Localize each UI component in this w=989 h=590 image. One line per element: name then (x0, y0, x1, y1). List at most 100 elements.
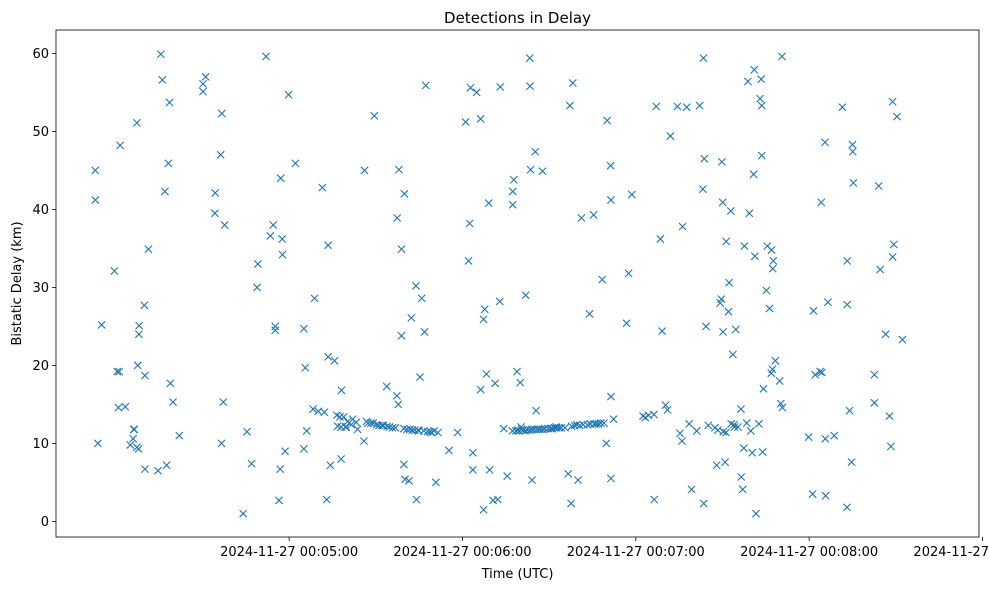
data-point (397, 245, 406, 254)
data-point (116, 141, 125, 150)
data-point (400, 189, 409, 198)
x-tick-label: 2024-11-27 00:06:00 (393, 545, 531, 560)
data-point (276, 174, 285, 183)
data-point (324, 352, 333, 361)
x-tick-label: 2024-11-27 00:05:00 (220, 545, 358, 560)
data-point (771, 356, 780, 365)
data-point (164, 159, 173, 168)
data-point (606, 161, 615, 170)
data-point (778, 403, 787, 412)
data-point (175, 431, 184, 440)
x-tick-label: 2024-11-27 00:07:00 (567, 545, 705, 560)
data-point (509, 175, 518, 184)
data-point (217, 439, 226, 448)
data-point (572, 420, 581, 429)
data-point (811, 370, 820, 379)
data-point (320, 408, 329, 417)
data-point (817, 368, 826, 377)
data-point (353, 425, 362, 434)
data-point (114, 403, 123, 412)
data-point (199, 79, 208, 88)
data-point (627, 190, 636, 199)
data-point (538, 167, 547, 176)
data-point (682, 103, 691, 112)
data-point (731, 325, 740, 334)
data-point (121, 402, 130, 411)
data-point (476, 385, 485, 394)
data-point (370, 111, 379, 120)
data-point (169, 398, 177, 407)
data-point (716, 299, 725, 307)
data-point (508, 187, 517, 196)
data-point (431, 478, 440, 487)
data-point (692, 426, 701, 435)
data-point (284, 90, 293, 99)
data-point (405, 476, 414, 485)
data-point (421, 81, 430, 90)
data-point (482, 369, 491, 378)
data-point (758, 447, 767, 456)
data-point (817, 198, 826, 207)
data-point (823, 298, 832, 307)
data-point (337, 455, 346, 463)
data-point (567, 499, 576, 508)
data-point (199, 87, 208, 96)
x-tick-label: 2024-11-27 00:09:00 (913, 545, 989, 560)
data-point (564, 469, 573, 478)
data-point (468, 448, 477, 457)
data-point (700, 154, 709, 163)
data-point (134, 444, 143, 453)
data-point (466, 83, 475, 92)
data-point (656, 235, 665, 244)
data-point (775, 377, 784, 385)
data-point (532, 406, 541, 415)
data-point (397, 331, 406, 340)
data-point (750, 252, 759, 261)
data-point (91, 166, 100, 175)
data-point (291, 159, 300, 168)
data-point (271, 322, 280, 331)
data-point (253, 283, 262, 292)
data-point (725, 278, 734, 287)
data-point (713, 426, 722, 435)
data-point (848, 140, 857, 149)
data-point (606, 392, 615, 401)
data-point (719, 427, 728, 436)
data-point (309, 405, 318, 414)
data-point (310, 294, 319, 303)
data-point (129, 425, 138, 434)
data-point (886, 442, 895, 451)
y-tick-label: 10 (32, 437, 49, 452)
y-tick-label: 60 (32, 47, 49, 62)
data-point (262, 52, 271, 61)
data-point (724, 307, 733, 316)
data-point (383, 422, 392, 431)
data-point (394, 400, 403, 409)
data-point (496, 82, 505, 91)
data-point (513, 367, 522, 376)
data-point (698, 185, 707, 194)
data-point (704, 421, 713, 430)
y-tick-label: 40 (32, 203, 49, 218)
data-point (757, 75, 766, 84)
data-point (399, 460, 408, 469)
data-point (211, 189, 220, 198)
data-point (652, 102, 661, 111)
data-point (166, 379, 175, 388)
data-point (849, 178, 858, 187)
data-point (93, 439, 102, 448)
chart-title: Detections in Delay (444, 9, 591, 27)
data-point (408, 426, 417, 435)
data-point (666, 132, 675, 141)
data-point (110, 267, 119, 276)
data-point (892, 112, 901, 121)
data-point (242, 427, 251, 436)
data-point (407, 313, 416, 322)
data-point (324, 241, 333, 250)
data-point (609, 415, 618, 424)
data-point (742, 419, 751, 428)
data-point (885, 412, 894, 421)
data-point (352, 418, 361, 427)
x-tick-label: 2024-11-27 00:08:00 (740, 545, 878, 560)
data-point (269, 221, 278, 229)
